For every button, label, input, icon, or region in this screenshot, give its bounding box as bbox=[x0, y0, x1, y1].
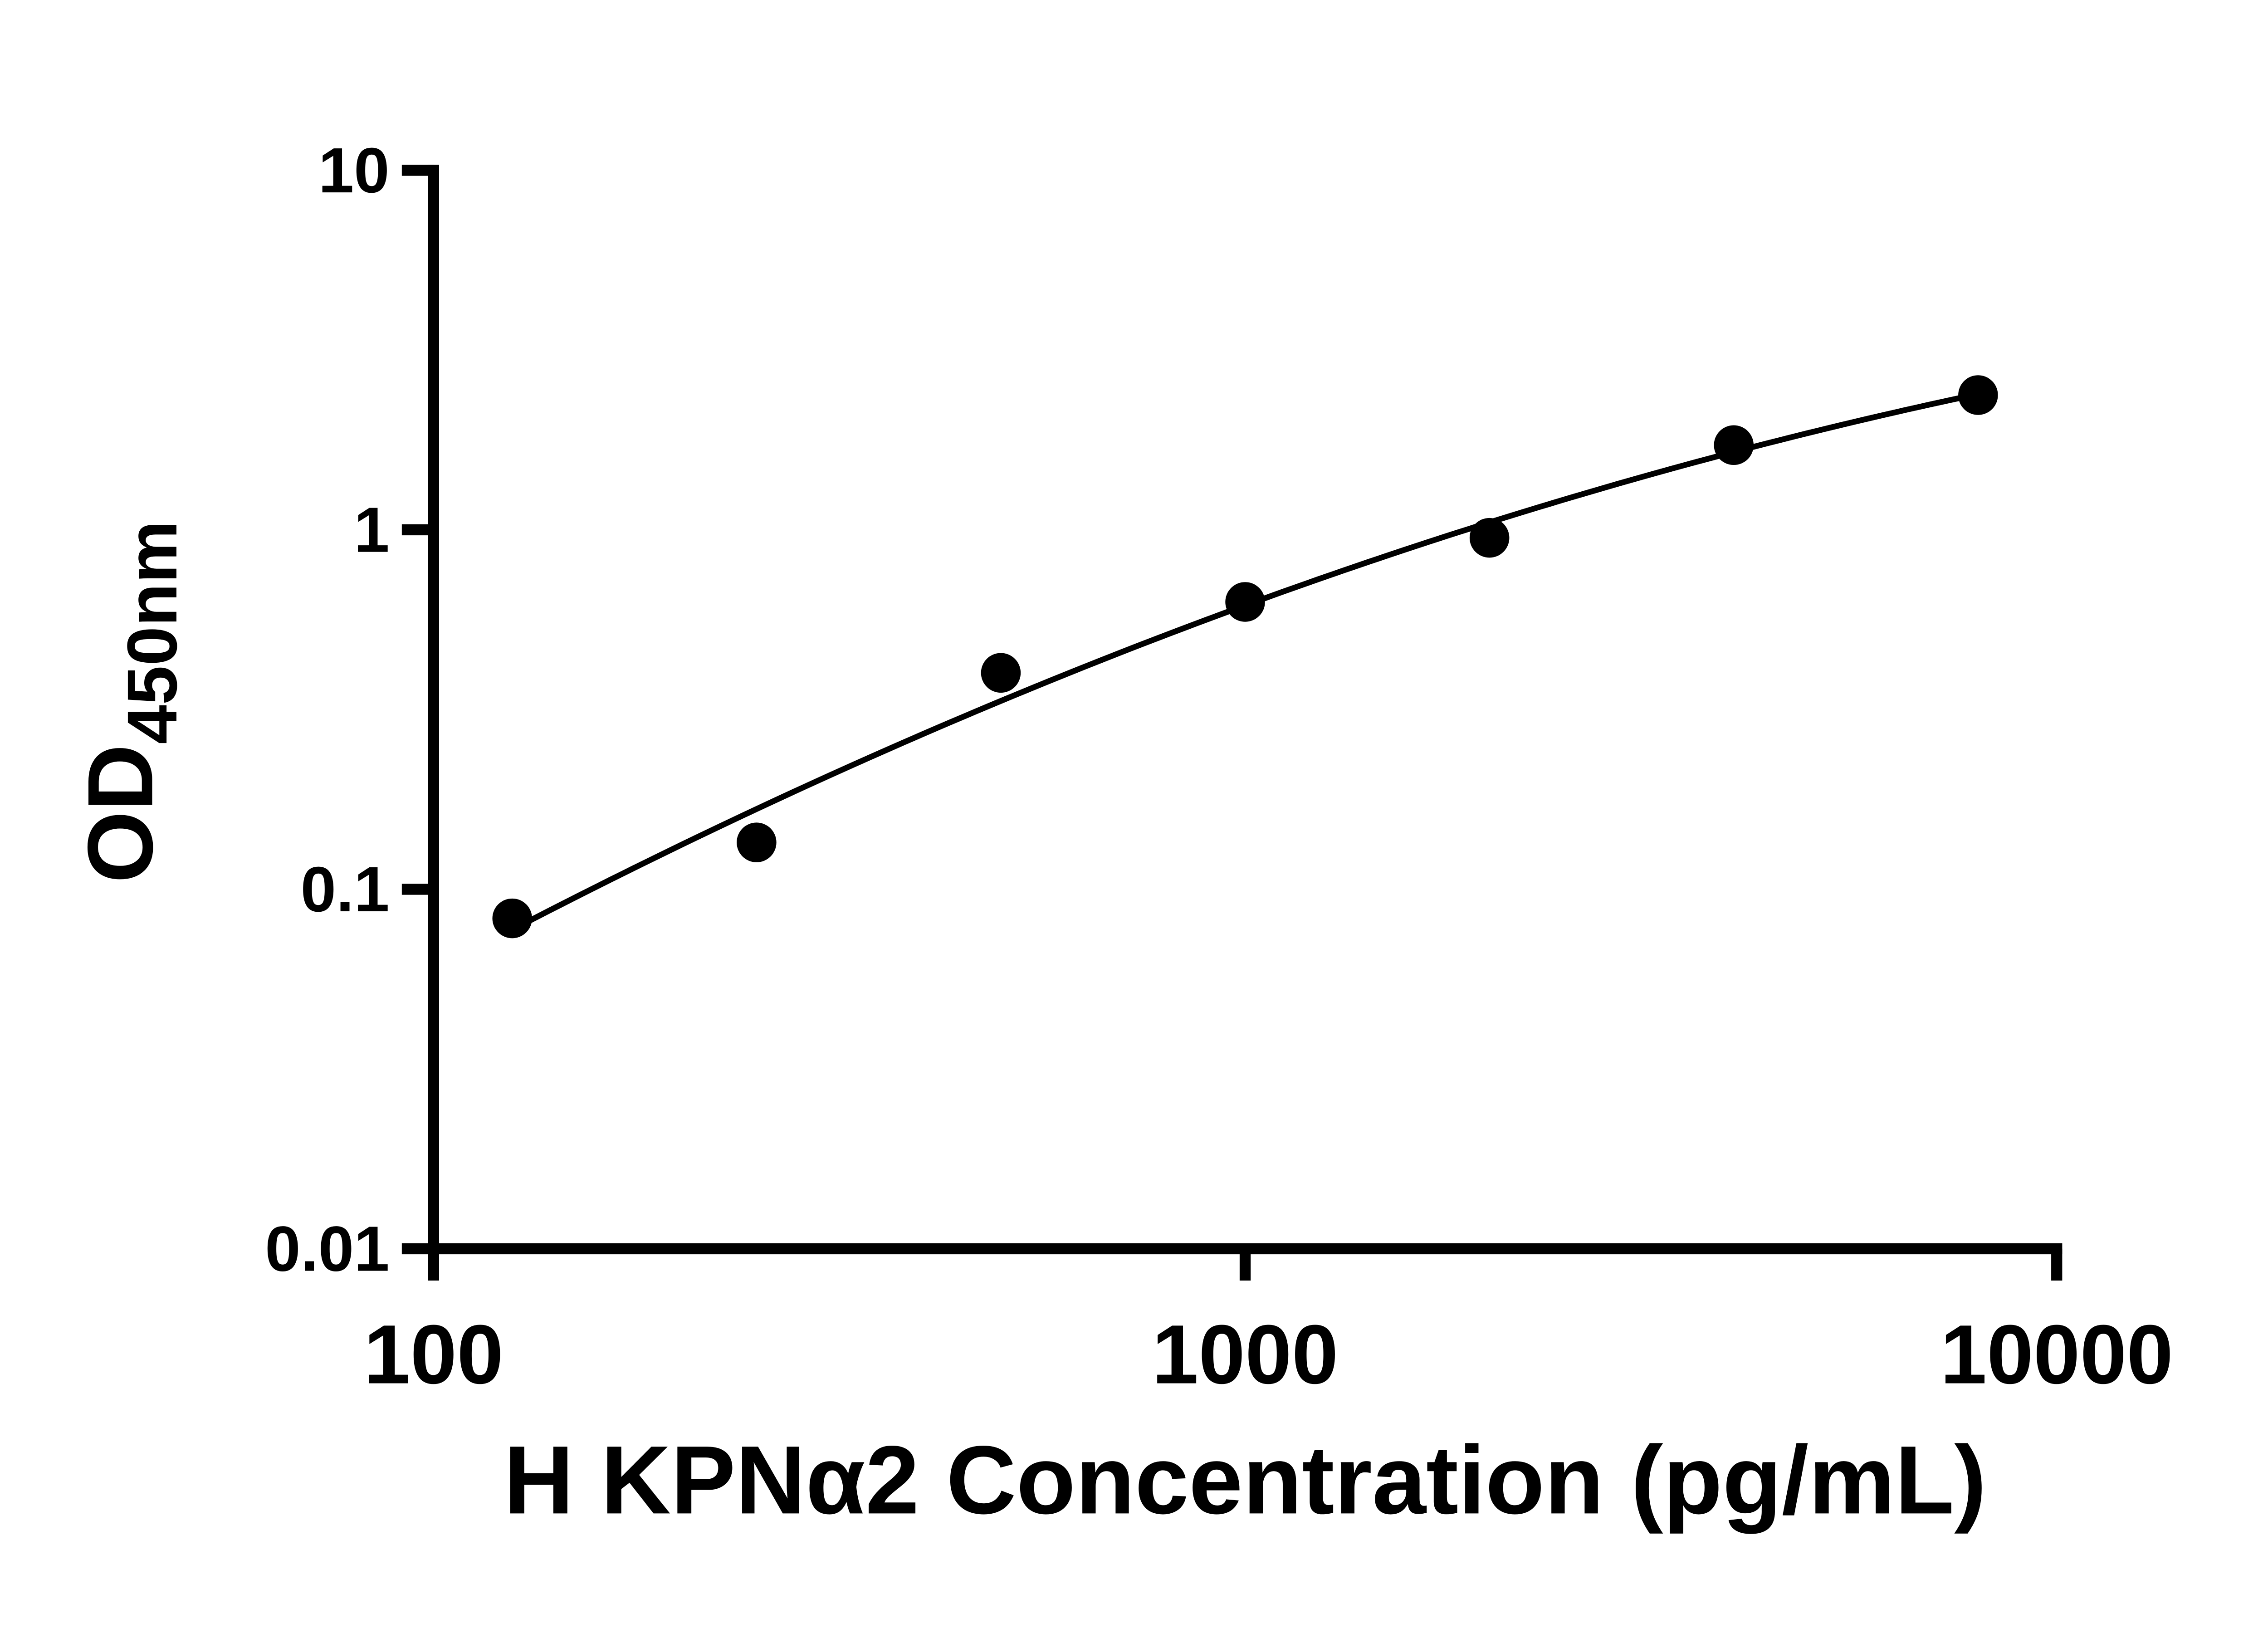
x-axis-title: H KPNα2 Concentration (pg/mL) bbox=[504, 1426, 1987, 1534]
y-tick-label: 0.1 bbox=[301, 853, 390, 925]
axes bbox=[428, 165, 2063, 1255]
fit-curve bbox=[509, 391, 1981, 933]
data-point bbox=[1225, 582, 1265, 622]
x-tick-label: 10000 bbox=[1940, 1308, 2173, 1402]
y-tick-label: 1 bbox=[354, 494, 389, 566]
plot-layer: 0.01 0.1 1 10 100 1000 10000 bbox=[265, 134, 2173, 1401]
data-point bbox=[1958, 375, 1998, 415]
data-point bbox=[1469, 518, 1510, 558]
y-axis-title-subscript: 450nm bbox=[112, 521, 191, 744]
y-tick-label: 0.01 bbox=[265, 1213, 389, 1285]
x-tick-label: 1000 bbox=[1152, 1308, 1339, 1402]
y-tick-label: 10 bbox=[318, 134, 390, 206]
y-axis-title: OD450nm bbox=[68, 521, 191, 883]
data-point bbox=[737, 822, 777, 862]
data-point bbox=[981, 653, 1021, 693]
y-axis-title-base: OD bbox=[68, 744, 172, 883]
data-point bbox=[492, 898, 533, 939]
x-tick-label: 100 bbox=[364, 1308, 503, 1402]
data-point bbox=[1714, 425, 1754, 465]
